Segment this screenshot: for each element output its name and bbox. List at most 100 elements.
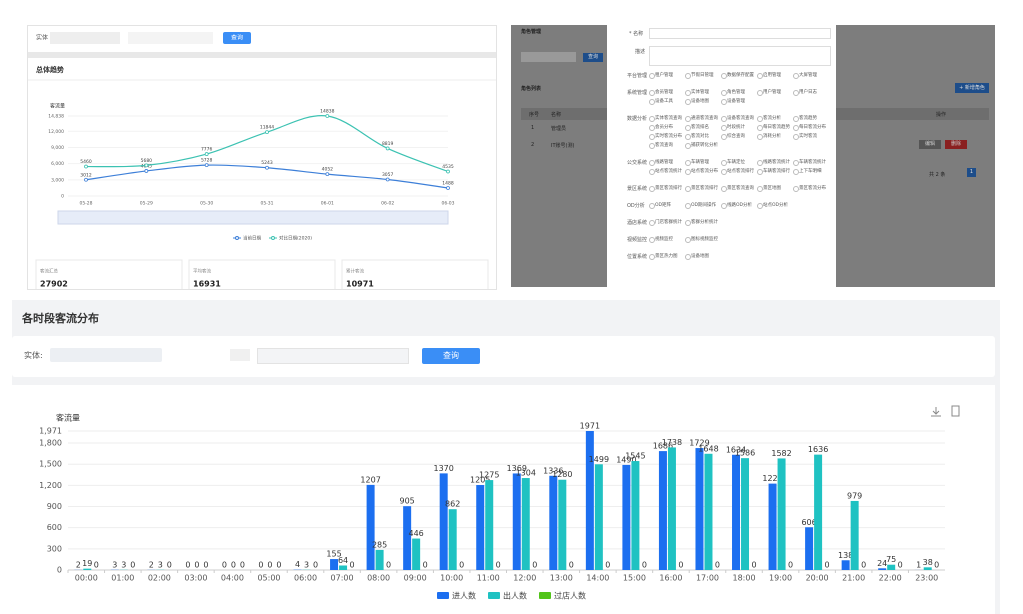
permission-checkbox[interactable] <box>685 169 691 175</box>
permission-checkbox[interactable] <box>757 203 763 209</box>
add-button[interactable]: + 新增角色 <box>955 83 989 93</box>
date-input[interactable] <box>257 348 409 364</box>
permission-checkbox[interactable] <box>649 186 655 192</box>
permission-checkbox[interactable] <box>685 99 691 105</box>
data-view-icon[interactable] <box>951 405 960 417</box>
permission-checkbox[interactable] <box>685 125 691 131</box>
permission-checkbox[interactable] <box>685 220 691 226</box>
permission-checkbox[interactable] <box>757 134 763 140</box>
search-button[interactable]: 查询 <box>583 53 603 62</box>
permission-checkbox[interactable] <box>793 160 799 166</box>
permission-checkbox[interactable] <box>757 169 763 175</box>
permission-checkbox[interactable] <box>685 254 691 260</box>
permission-checkbox[interactable] <box>793 186 799 192</box>
permission-checkbox[interactable] <box>649 73 655 79</box>
value-label: 0 <box>386 561 391 570</box>
y-tick-label: 1,500 <box>39 460 62 469</box>
permission-label: 捕获转化分析 <box>691 143 718 148</box>
value-label: 138 <box>838 551 853 560</box>
permission-checkbox[interactable] <box>793 90 799 96</box>
permission-label: 景区客流查询 <box>727 186 754 191</box>
value-label: 3057 <box>382 172 394 178</box>
permission-checkbox[interactable] <box>649 203 655 209</box>
query-button[interactable]: 查询 <box>422 348 480 364</box>
value-label: 0 <box>898 561 903 570</box>
permission-checkbox[interactable] <box>649 90 655 96</box>
permission-checkbox[interactable] <box>685 143 691 149</box>
permission-checkbox[interactable] <box>721 203 727 209</box>
value-label: 1634 <box>726 445 746 454</box>
x-tick-label: 05-28 <box>79 201 92 207</box>
permission-checkbox[interactable] <box>721 160 727 166</box>
value-label: 0 <box>350 561 355 570</box>
permission-checkbox[interactable] <box>649 134 655 140</box>
permission-checkbox[interactable] <box>757 160 763 166</box>
permission-checkbox[interactable] <box>757 90 763 96</box>
permission-checkbox[interactable] <box>685 237 691 243</box>
entity-input[interactable] <box>50 32 120 44</box>
permission-checkbox[interactable] <box>649 143 655 149</box>
search-input[interactable] <box>521 52 576 62</box>
query-button[interactable] <box>223 32 251 44</box>
permission-checkbox[interactable] <box>721 73 727 79</box>
download-icon[interactable] <box>931 407 941 417</box>
permission-checkbox[interactable] <box>721 186 727 192</box>
permission-checkbox[interactable] <box>721 116 727 122</box>
permission-checkbox[interactable] <box>721 134 727 140</box>
point <box>144 169 149 173</box>
permission-checkbox[interactable] <box>757 116 763 122</box>
desc-label: 描述 <box>635 49 646 55</box>
date-input[interactable] <box>128 32 213 44</box>
permission-checkbox[interactable] <box>649 116 655 122</box>
value-label: 0 <box>167 561 172 570</box>
name-input[interactable] <box>649 28 831 39</box>
permission-checkbox[interactable] <box>721 125 727 131</box>
permission-label: 图标视频监控 <box>691 237 718 242</box>
permission-label: 设备地图 <box>691 99 709 104</box>
permission-label: 每日客流趋势 <box>763 125 790 130</box>
x-tick-label: 20:00 <box>806 574 829 583</box>
permission-checkbox[interactable] <box>685 186 691 192</box>
bar <box>887 564 896 570</box>
value-label: 0 <box>825 561 830 570</box>
permission-checkbox[interactable] <box>649 220 655 226</box>
permission-checkbox[interactable] <box>757 125 763 131</box>
permission-label: 综合查询 <box>727 134 745 139</box>
permission-checkbox[interactable] <box>649 169 655 175</box>
permission-checkbox[interactable] <box>721 169 727 175</box>
permission-checkbox[interactable] <box>685 73 691 79</box>
permission-checkbox[interactable] <box>793 73 799 79</box>
permission-checkbox[interactable] <box>685 160 691 166</box>
value-label: 1369 <box>507 464 527 473</box>
permission-checkbox[interactable] <box>721 99 727 105</box>
permission-checkbox[interactable] <box>649 99 655 105</box>
entity-input[interactable] <box>50 348 162 362</box>
permission-checkbox[interactable] <box>649 237 655 243</box>
delete-button[interactable]: 删除 <box>945 140 967 149</box>
permission-checkbox[interactable] <box>685 134 691 140</box>
x-tick-label: 07:00 <box>331 574 354 583</box>
permission-checkbox[interactable] <box>685 90 691 96</box>
page-number[interactable]: 1 <box>967 168 976 177</box>
desc-input[interactable] <box>649 46 831 66</box>
permission-checkbox[interactable] <box>793 125 799 131</box>
legend-swatch <box>488 592 500 599</box>
permission-checkbox[interactable] <box>721 90 727 96</box>
value-label: 862 <box>445 500 460 509</box>
permission-checkbox[interactable] <box>793 169 799 175</box>
permission-checkbox[interactable] <box>757 186 763 192</box>
permission-checkbox[interactable] <box>649 160 655 166</box>
permission-checkbox[interactable] <box>649 254 655 260</box>
permission-checkbox[interactable] <box>757 73 763 79</box>
permission-checkbox[interactable] <box>685 203 691 209</box>
edit-button[interactable]: 编辑 <box>919 140 941 149</box>
permission-checkbox[interactable] <box>685 116 691 122</box>
permission-checkbox[interactable] <box>793 134 799 140</box>
permission-label: 数据保存配置 <box>727 73 754 78</box>
value-label: 0 <box>94 561 99 570</box>
permission-checkbox[interactable] <box>793 116 799 122</box>
permission-checkbox[interactable] <box>649 125 655 131</box>
bar <box>521 478 530 570</box>
value-label: 5460 <box>80 159 92 165</box>
